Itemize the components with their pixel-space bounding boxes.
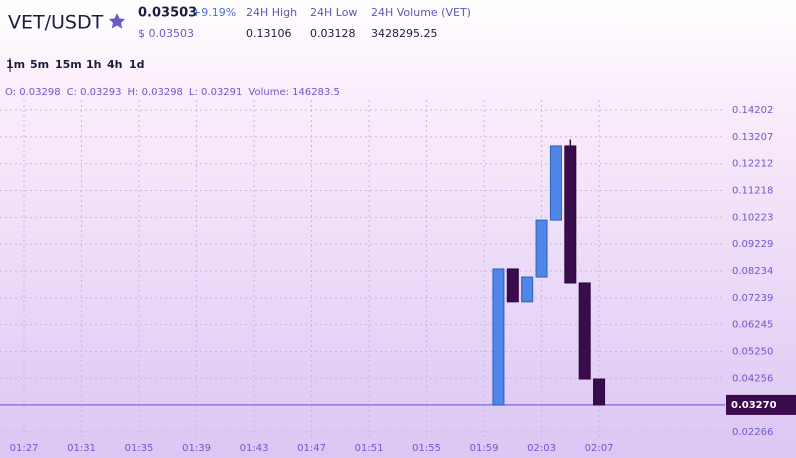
candle-body	[492, 268, 505, 406]
price-label: 0.03270	[731, 400, 777, 411]
pair: VET/USDT	[8, 12, 104, 34]
interval-button[interactable]: 1m	[6, 58, 25, 71]
usd-price: $ 0.03503	[138, 27, 194, 40]
candle-body	[535, 219, 548, 278]
y-tick-label: 0.12212	[732, 159, 773, 170]
change: +9.19%	[192, 6, 236, 19]
x-tick-label: 01:59	[470, 443, 499, 454]
y-tick-label: 0.05250	[732, 346, 773, 357]
interval-button[interactable]: 15m	[55, 58, 82, 71]
y-tick-label: 0.07239	[732, 293, 773, 304]
favorite-star[interactable]	[109, 13, 125, 29]
candle-body	[593, 378, 606, 406]
stat-label: 24H Low	[310, 6, 357, 19]
candle-body	[506, 268, 519, 303]
x-tick-label: 01:43	[240, 443, 269, 454]
interval-button[interactable]: 4h	[107, 58, 123, 71]
y-tick-label: 0.13207	[732, 132, 773, 143]
y-tick-label: 0.04256	[732, 373, 773, 384]
candle-body	[564, 145, 577, 284]
price: 0.03503	[138, 6, 197, 21]
x-tick-label: 01:39	[182, 443, 211, 454]
ohlc-item: Volume: 146283.5	[248, 87, 339, 98]
x-tick-label: 01:27	[10, 443, 39, 454]
price-box	[726, 394, 796, 415]
candle-body	[549, 145, 562, 221]
x-tick-label: 02:03	[527, 443, 556, 454]
y-tick-label: 0.02266	[732, 427, 773, 438]
ohlc-item: O: 0.03298	[5, 87, 61, 98]
stat-label: 24H Volume (VET)	[371, 6, 471, 19]
y-tick-label: 0.09229	[732, 239, 773, 250]
interval-button[interactable]: 1d	[129, 58, 145, 71]
stat-value: 0.03128	[310, 27, 356, 40]
candle-body	[521, 276, 534, 303]
y-tick-label: 0.11218	[732, 186, 773, 197]
ohlc-item: H: 0.03298	[128, 87, 183, 98]
x-tick-label: 01:55	[412, 443, 441, 454]
y-tick-label: 0.10223	[732, 212, 773, 223]
y-tick-label: 0.14202	[732, 105, 773, 116]
y-tick-label: 0.06245	[732, 320, 773, 331]
x-tick-label: 01:35	[125, 443, 154, 454]
x-tick-label: 01:51	[355, 443, 384, 454]
stat-value: 3428295.25	[371, 27, 437, 40]
ohlc-info: O: 0.03298 C: 0.03293 H: 0.03298 L: 0.03291…	[5, 87, 340, 98]
ohlc-item: L: 0.03291	[189, 87, 242, 98]
x-tick-label: 01:47	[297, 443, 326, 454]
x-tick-label: 01:31	[67, 443, 96, 454]
stat-label: 24H High	[246, 6, 297, 19]
ohlc-item: C: 0.03293	[67, 87, 122, 98]
stat-value: 0.13106	[246, 27, 292, 40]
y-tick-label: 0.08234	[732, 266, 773, 277]
x-tick-label: 02:07	[585, 443, 614, 454]
interval-button[interactable]: 5m	[30, 58, 49, 71]
candle-body	[578, 282, 591, 380]
interval-button[interactable]: 1h	[86, 58, 102, 71]
